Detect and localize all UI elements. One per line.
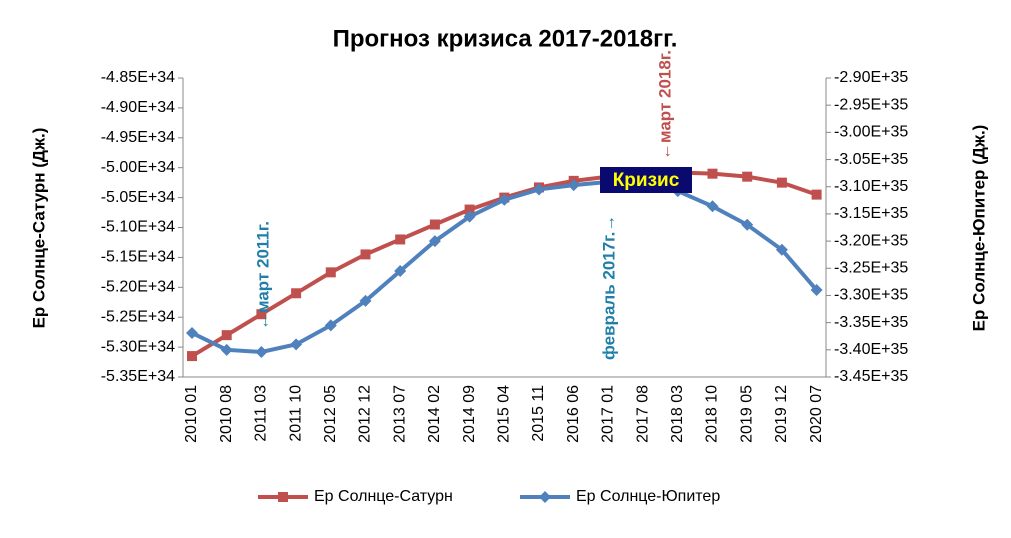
marker [810, 284, 823, 297]
marker [463, 210, 476, 223]
y2-tick-label: -3.10E+35 [834, 178, 908, 195]
marker [567, 179, 580, 192]
marker [220, 343, 233, 356]
marker [741, 218, 754, 231]
marker [394, 264, 407, 277]
marker [429, 219, 440, 230]
y-tick-label: -4.95E+34 [101, 129, 175, 146]
x-tick-label: 2019 12 [773, 385, 790, 443]
y-tick-label: -4.90E+34 [101, 99, 175, 116]
marker [360, 249, 371, 260]
x-tick-label: 2010 01 [183, 385, 200, 443]
y-tick-label: -5.05E+34 [101, 189, 175, 206]
y2-tick-label: -3.05E+35 [834, 151, 908, 168]
x-tick-label: 2013 07 [391, 385, 408, 443]
x-tick-label: 2011 10 [287, 385, 304, 442]
x-tick-label: 2017 08 [634, 385, 651, 443]
marker [187, 351, 197, 362]
x-tick-label: 2020 07 [808, 385, 825, 443]
chart-title: Прогноз кризиса 2017-2018гг. [333, 25, 678, 52]
marker [255, 345, 268, 358]
marker [256, 309, 267, 320]
x-tick-label: 2011 03 [253, 385, 270, 442]
legend-label: Ер Солнце-Юпитер [576, 488, 720, 505]
y2-tick-label: -3.40E+35 [834, 341, 908, 358]
marker [706, 200, 719, 213]
marker [291, 288, 302, 299]
y2-tick-label: -3.30E+35 [834, 287, 908, 304]
y-tick-label: -5.15E+34 [101, 249, 175, 266]
y-tick-label: -5.35E+34 [101, 368, 175, 385]
marker [776, 177, 787, 188]
x-tick-label: 2017 01 [600, 385, 617, 443]
marker [464, 204, 475, 215]
x-tick-label: 2012 05 [322, 385, 339, 443]
series-line [191, 179, 819, 355]
marker [498, 193, 511, 206]
marker [359, 294, 372, 307]
y-tick-label: -5.30E+34 [101, 338, 175, 355]
y2-tick-label: -3.20E+35 [834, 232, 908, 249]
y2-tick-label: -2.95E+35 [834, 96, 908, 113]
annotation: февраль 2017г.→ [599, 215, 618, 360]
marker [707, 168, 718, 179]
marker [186, 326, 198, 339]
y2-tick-label: -2.90E+35 [834, 69, 908, 86]
y-tick-label: -5.00E+34 [101, 159, 175, 176]
marker [221, 330, 232, 341]
x-tick-label: 2010 08 [218, 385, 235, 443]
x-tick-label: 2012 12 [357, 385, 374, 443]
marker [395, 234, 406, 245]
x-tick-label: 2016 06 [565, 385, 582, 443]
x-tick-label: 2019 05 [738, 385, 755, 443]
marker [324, 319, 337, 332]
y2-tick-label: -3.45E+35 [834, 368, 908, 385]
annotation: ←март 2011г. [253, 221, 272, 330]
marker [533, 183, 545, 196]
legend-label: Ер Солнце-Сатурн [314, 488, 453, 505]
legend-marker [539, 491, 551, 503]
marker [325, 267, 336, 278]
x-tick-label: 2018 10 [704, 385, 721, 443]
y-tick-label: -4.85E+34 [101, 69, 175, 86]
y2-tick-label: -3.15E+35 [834, 205, 908, 222]
x-tick-label: 2015 11 [530, 385, 547, 442]
marker [811, 189, 822, 200]
y-tick-label: -5.10E+34 [101, 219, 175, 236]
marker [290, 338, 303, 351]
y2-tick-label: -3.25E+35 [834, 259, 908, 276]
marker [428, 235, 441, 248]
y2-axis-label: Ер Солнце-Юпитер (Дж.) [969, 125, 988, 332]
annotation: ←март 2018г. [655, 50, 674, 160]
annotation-box [600, 167, 692, 193]
y-tick-label: -5.25E+34 [101, 308, 175, 325]
x-tick-label: 2014 09 [461, 385, 478, 443]
marker [775, 243, 788, 256]
x-tick-label: 2015 04 [496, 385, 513, 443]
y2-tick-label: -3.00E+35 [834, 124, 908, 141]
marker [742, 171, 753, 182]
legend-marker [278, 492, 288, 502]
y2-tick-label: -3.35E+35 [834, 314, 908, 331]
x-tick-label: 2018 03 [669, 385, 686, 443]
x-tick-label: 2014 02 [426, 385, 443, 443]
y-axis-label: Ер Солнце-Сатурн (Дж.) [29, 128, 48, 329]
annotation: Кризис [613, 170, 680, 191]
y-tick-label: -5.20E+34 [101, 279, 175, 296]
